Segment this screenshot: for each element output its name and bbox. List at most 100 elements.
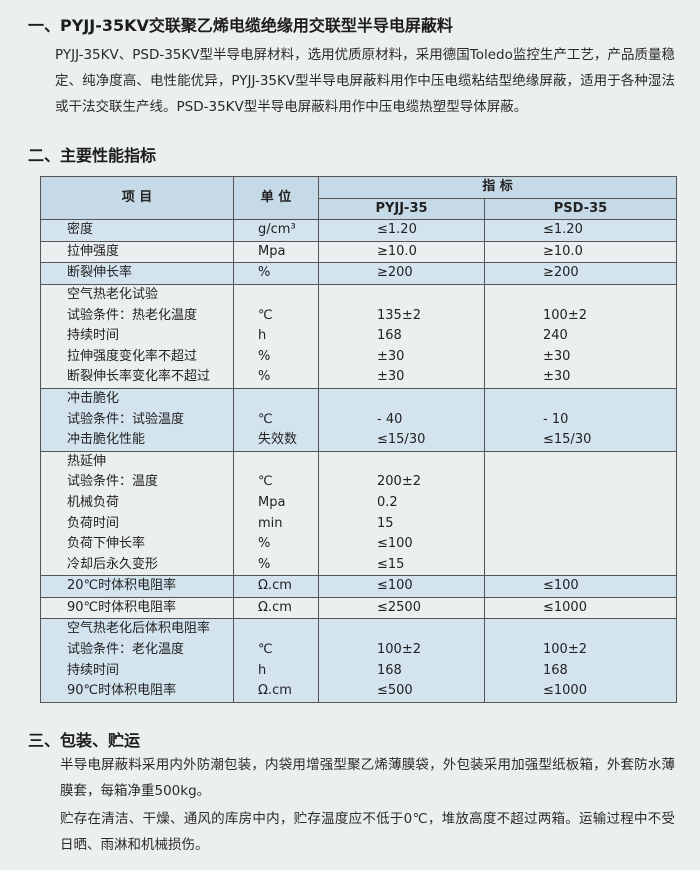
table-cell: 持续时间: [40, 326, 234, 347]
table-cell: 密度: [40, 219, 234, 242]
table-row: 冲击脆化: [40, 387, 677, 410]
table-cell: [484, 450, 677, 473]
table-cell: ≤1000: [484, 681, 677, 703]
table-row: 热延伸: [40, 450, 677, 473]
table-cell: 试验条件：试验温度: [40, 409, 234, 431]
table-cell: ℃: [233, 472, 319, 493]
table-cell: 空气热老化后体积电阻率: [40, 618, 234, 641]
table-row: 冲击脆化性能 失效数 ≤15/30 ≤15/30: [40, 430, 677, 452]
table-cell: h: [233, 326, 319, 347]
table-row: 90℃时体积电阻率 Ω.cm ≤2500 ≤1000: [40, 596, 677, 620]
table-cell: [484, 387, 677, 410]
table-cell: ℃: [233, 305, 319, 327]
table-row: 断裂伸长率变化率不超过% ±30 ±30: [40, 367, 677, 389]
table-cell: 断裂伸长率变化率不超过: [40, 367, 234, 389]
table-cell: h: [233, 660, 319, 682]
table-row: 试验条件：试验温度 ℃ - 40- 10: [40, 409, 677, 431]
table-cell: Ω.cm: [233, 681, 319, 703]
table-cell: 冲击脆化性能: [40, 430, 234, 452]
table-cell: ≤1000: [484, 596, 677, 620]
table-cell: ≤15/30: [484, 430, 677, 452]
table-cell: [484, 492, 677, 514]
table-cell: 试验条件：老化温度: [40, 640, 234, 661]
table-cell: [484, 534, 677, 555]
table-cell: 热延伸: [40, 450, 234, 473]
table-cell: %: [233, 367, 319, 389]
table-cell: ≤100: [484, 575, 677, 598]
table-cell: 机械负荷: [40, 492, 234, 514]
table-cell: [484, 554, 677, 577]
table-cell: 空气热老化试验: [40, 283, 234, 306]
table-cell: 0.2: [318, 492, 485, 514]
spec-table: 项 目 单 位 指 标 PYJJ-35 PSD-35 密度 g/cm³ ≤1.20 ≤…: [40, 175, 677, 703]
table-cell: [233, 283, 319, 306]
table-cell: [318, 283, 485, 306]
table-row: 空气热老化试验: [40, 283, 677, 306]
table-cell: - 40: [318, 409, 485, 431]
table-cell: 20℃时体积电阻率: [40, 575, 234, 598]
table-row: 试验条件：热老化温度 ℃ 135±2 100±2: [40, 305, 677, 327]
table-cell: 168: [484, 660, 677, 682]
table-cell: [484, 283, 677, 306]
table-row: 负荷时间 min 15: [40, 513, 677, 535]
table-cell: ≤1.20: [484, 219, 677, 242]
table-cell: [318, 450, 485, 473]
table-cell: ±30: [484, 346, 677, 368]
header-cell: 指 标: [318, 176, 677, 199]
table-row: 负荷下伸长率% ≤100: [40, 534, 677, 555]
table-row: 机械负荷 Mpa 0.2: [40, 492, 677, 514]
table-cell: 135±2: [318, 305, 485, 327]
table-cell: %: [233, 346, 319, 368]
header-cell: PSD-35: [484, 197, 677, 221]
table-cell: ≤500: [318, 681, 485, 703]
table-row: 断裂伸长率% ≥200 ≥200: [40, 262, 677, 285]
table-cell: ≤15: [318, 554, 485, 577]
table-cell: 试验条件：温度: [40, 472, 234, 493]
table-cell: Ω.cm: [233, 575, 319, 598]
table-cell: Mpa: [233, 492, 319, 514]
table-cell: 失效数: [233, 430, 319, 452]
table-cell: ±30: [318, 367, 485, 389]
table-cell: 拉伸强度: [40, 240, 234, 264]
table-cell: 试验条件：热老化温度: [40, 305, 234, 327]
table-row: 拉伸强度变化率不超过% ±30 ±30: [40, 346, 677, 368]
table-cell: ℃: [233, 409, 319, 431]
table-cell: 负荷下伸长率: [40, 534, 234, 555]
table-cell: 拉伸强度变化率不超过: [40, 346, 234, 368]
table-row: 试验条件：老化温度 ℃ 100±2 100±2: [40, 640, 677, 661]
table-row: 密度 g/cm³ ≤1.20 ≤1.20: [40, 219, 677, 242]
header-cell: PYJJ-35: [318, 197, 485, 221]
table-cell: [233, 387, 319, 410]
table-cell: [484, 618, 677, 641]
table-cell: ≥200: [318, 262, 485, 285]
table-cell: 240: [484, 326, 677, 347]
table-row: 冷却后永久变形% ≤15: [40, 554, 677, 577]
table-cell: g/cm³: [233, 219, 319, 242]
table-row: 拉伸强度 Mpa ≥10.0 ≥10.0: [40, 240, 677, 264]
table-cell: %: [233, 262, 319, 285]
table-cell: 断裂伸长率: [40, 262, 234, 285]
table-cell: ≤100: [318, 575, 485, 598]
table-cell: ≤15/30: [318, 430, 485, 452]
table-cell: 冲击脆化: [40, 387, 234, 410]
table-cell: ≤2500: [318, 596, 485, 620]
header-cell: 单 位: [233, 175, 319, 221]
table-cell: Mpa: [233, 240, 319, 264]
table-cell: %: [233, 554, 319, 577]
table-cell: ≥10.0: [484, 240, 677, 264]
section-heading: 三、包装、贮运: [28, 731, 141, 750]
table-cell: [318, 387, 485, 410]
table-cell: ≥200: [484, 262, 677, 285]
table-cell: min: [233, 513, 319, 535]
table-cell: %: [233, 534, 319, 555]
table-cell: 15: [318, 513, 485, 535]
section-heading: 一、PYJJ-35KV交联聚乙烯电缆绝缘用交联型半导电屏蔽料: [28, 16, 453, 35]
table-cell: 冷却后永久变形: [40, 554, 234, 577]
table-cell: ≤1.20: [318, 219, 485, 242]
table-cell: 90℃时体积电阻率: [40, 596, 234, 620]
table-cell: 持续时间: [40, 660, 234, 682]
table-cell: 168: [318, 326, 485, 347]
table-row: 持续时间 h 168 240: [40, 326, 677, 347]
table-cell: 100±2: [484, 640, 677, 661]
